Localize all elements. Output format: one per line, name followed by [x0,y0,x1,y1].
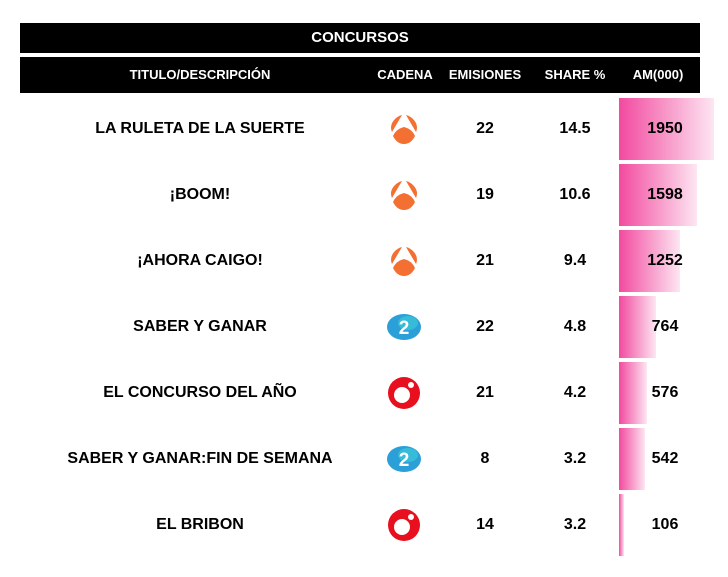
row-share: 14.5 [559,120,591,137]
row-emisiones: 19 [476,186,494,203]
row-am: 542 [651,450,679,467]
header-am: AM(000) [632,67,684,82]
row-emisiones: 22 [476,120,494,137]
row-share: 3.2 [563,450,587,467]
row-emisiones: 22 [476,318,494,335]
row-share: 9.4 [563,252,587,269]
cuatro-channel-icon [387,508,421,542]
table-row: EL CONCURSO DEL AÑO 21 4.2 576 [20,360,700,426]
am-bar [619,98,714,160]
am-bar [619,362,647,424]
row-share: 4.8 [563,318,587,335]
am-bar [619,296,656,358]
svg-text:2: 2 [399,450,410,471]
row-am: 1598 [647,186,683,203]
header-titulo: TITULO/DESCRIPCIÓN [129,67,271,82]
am-bar [619,494,624,556]
row-emisiones: 21 [476,252,494,269]
table-title: CONCURSOS [20,23,700,53]
row-title: EL BRIBON [156,516,244,533]
row-title: SABER Y GANAR [133,318,267,335]
la2-channel-icon: 2 [387,310,421,344]
row-share: 4.2 [563,384,587,401]
row-am: 1252 [647,252,683,269]
row-emisiones: 8 [480,450,490,467]
row-am: 576 [651,384,679,401]
table-row: ¡AHORA CAIGO! 21 9.4 1252 [20,228,700,294]
table-row: ¡BOOM! 19 10.6 1598 [20,162,700,228]
row-title: ¡AHORA CAIGO! [137,252,263,269]
row-share: 10.6 [559,186,591,203]
row-am: 106 [651,516,679,533]
row-am: 1950 [647,120,683,137]
antena3-channel-icon [387,244,421,278]
svg-text:2: 2 [399,318,410,339]
row-emisiones: 14 [476,516,494,533]
row-title: EL CONCURSO DEL AÑO [103,384,297,401]
table-row: LA RULETA DE LA SUERTE 22 14.5 1950 [20,96,714,162]
header-share: SHARE % [544,67,606,82]
am-bar [619,428,645,490]
table-row: SABER Y GANAR 2 22 4.8 764 [20,294,700,360]
row-title: LA RULETA DE LA SUERTE [95,120,305,137]
header-row: TITULO/DESCRIPCIÓN CADENA EMISIONES SHAR… [20,57,700,93]
header-cadena: CADENA [377,67,433,82]
cuatro-channel-icon [387,376,421,410]
am-bar [619,230,680,292]
row-share: 3.2 [563,516,587,533]
row-emisiones: 21 [476,384,494,401]
header-emisiones: EMISIONES [448,67,522,82]
la2-channel-icon: 2 [387,442,421,476]
row-title: ¡BOOM! [169,186,231,203]
table-row: EL BRIBON 14 3.2 106 [20,492,700,558]
am-bar [619,164,697,226]
row-title: SABER Y GANAR:FIN DE SEMANA [67,450,333,467]
antena3-channel-icon [387,112,421,146]
row-am: 764 [651,318,679,335]
table-row: SABER Y GANAR:FIN DE SEMANA 2 8 3.2 542 [20,426,700,492]
antena3-channel-icon [387,178,421,212]
